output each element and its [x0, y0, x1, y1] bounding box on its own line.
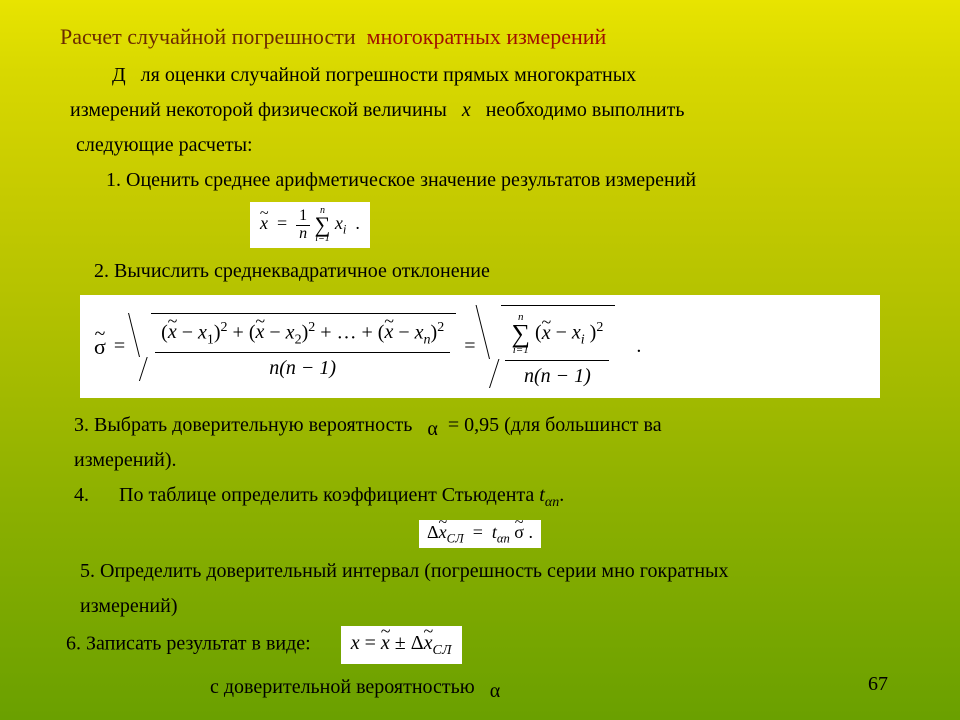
f2-sqrt1-body: (x − x1)2 + (x − x2)2 + … + (x − xn)2 n(… [151, 313, 456, 381]
f2-frac2-num: n ∑ i=1 (x − xi )2 [505, 310, 609, 361]
f1-tail: . [355, 213, 360, 233]
f2-frac2: n ∑ i=1 (x − xi )2 n(n − 1) [505, 310, 609, 388]
f2-frac2-den: n(n − 1) [505, 361, 609, 388]
f4-tail: . [528, 522, 533, 542]
intro-l1c: кратных [565, 64, 636, 86]
item6-line2: с доверительной вероятностью α [210, 672, 900, 703]
intro-l2a: измерений некоторой физической величины [70, 99, 447, 121]
f2-lhs: σ [94, 334, 106, 360]
item5-line1: 5. Определить доверительный интервал (по… [80, 556, 900, 587]
item6-line1: 6. Записать результат в виде: x = x ± Δx… [66, 626, 900, 664]
intro-d: Д [112, 64, 126, 86]
f2-sqrt2-body: n ∑ i=1 (x − xi )2 n(n − 1) [501, 305, 615, 388]
alpha-symbol: α [427, 418, 437, 440]
item4-formula-row: ΔxСЛ = tαn σ . [60, 520, 900, 549]
f2-sum: n ∑ i=1 [511, 312, 530, 356]
f1-frac: 1 n [296, 208, 310, 243]
item3-line1: 3. Выбрать доверительную вероятность α =… [74, 410, 900, 441]
item5-ta: 5. Определить доверительный интервал (по… [80, 560, 635, 582]
f2-frac1: (x − x1)2 + (x − x2)2 + … + (x − xn)2 n(… [155, 318, 450, 381]
f2-tail: . [636, 335, 641, 358]
f2-frac1-num: (x − x1)2 + (x − x2)2 + … + (x − xn)2 [155, 318, 450, 354]
f4-lsub: СЛ [447, 531, 464, 545]
item3-tc: ва [644, 414, 662, 436]
title-part2: многократных измерений [367, 24, 607, 49]
f4-sigma: σ [514, 522, 524, 543]
item4-formula: ΔxСЛ = tαn σ . [419, 520, 541, 549]
item2-t: 2. Вычислить среднеквадратичное отклонен… [94, 260, 490, 282]
item1-tb: рений [645, 169, 696, 191]
f2-sqrt2: n ∑ i=1 (x − xi )2 n(n − 1) [483, 305, 615, 388]
item4-ta: 4. [74, 484, 89, 506]
intro-line2: измерений некоторой физической величины … [70, 95, 900, 126]
item3-l2: измерений). [74, 449, 177, 471]
item1-text: 1. Оценить среднее арифметическое значен… [82, 165, 900, 196]
item5-tb: гократных [640, 560, 729, 582]
item2-text: 2. Вычислить среднеквадратичное отклонен… [94, 256, 900, 287]
alpha-symbol-2: α [490, 680, 500, 702]
f1-body: xi [335, 213, 347, 233]
item1-ta: 1. Оценить среднее арифметическое значен… [106, 169, 645, 191]
item4-tb: По таблице определить коэффициент Стьюде… [119, 484, 539, 506]
slide-title: Расчет случайной погрешности многократны… [60, 24, 900, 50]
f2-frac1-den: n(n − 1) [155, 353, 450, 380]
f1-sum-lo: i=1 [315, 234, 331, 244]
f1-lhs: x [260, 213, 268, 234]
f1-num: 1 [296, 208, 310, 226]
item4-text: 4. По таблице определить коэффициент Сть… [74, 480, 900, 514]
item5-line2: измерений) [80, 591, 900, 622]
sqrt-icon-2 [483, 305, 501, 388]
item1-formula-row: x = 1 n n ∑ i=1 xi . [250, 202, 900, 248]
student-sub: αn [545, 495, 559, 510]
var-x: x [462, 99, 471, 121]
slide: Расчет случайной погрешности многократны… [0, 0, 960, 720]
item3-ta: 3. Выбрать доверительную вероятность [74, 414, 412, 436]
intro-l2b: необходимо выполнить [486, 99, 685, 121]
item6-t: 6. Записать результат в виде: [66, 633, 311, 655]
item3-tb: = 0,95 (для большинст [448, 414, 639, 436]
item3-line2: измерений). [74, 445, 900, 476]
item5-l2: измерений) [80, 595, 178, 617]
f2-sqrt1: (x − x1)2 + (x − x2)2 + … + (x − xn)2 n(… [133, 313, 456, 381]
title-part1: Расчет случайной погрешности [60, 24, 356, 49]
sqrt-icon [133, 313, 151, 381]
item2-formula: σ = (x − x1)2 + (x − x2)2 + … + (x − xn)… [80, 295, 880, 398]
intro-line1: Д ля оценки случайной погрешности прямых… [70, 60, 900, 91]
f6-sub: СЛ [433, 643, 452, 658]
item6-formula: x = x ± ΔxСЛ [341, 626, 462, 664]
item1-formula: x = 1 n n ∑ i=1 xi . [250, 202, 370, 248]
page-number: 67 [868, 673, 888, 696]
intro-l3: следующие расчеты: [76, 134, 253, 156]
f1-sum: n ∑ i=1 [315, 206, 331, 244]
intro-line3: следующие расчеты: [76, 130, 900, 161]
item4-tail: . [559, 484, 564, 506]
f2-eq2: = [464, 335, 475, 358]
item6-l2a: с доверительной вероятностью [210, 676, 475, 698]
intro-l1b: ля оценки случайной погрешности прямых м… [141, 64, 566, 86]
f2-sum-lo: i=1 [511, 345, 530, 356]
f2-eq1: = [114, 335, 125, 358]
f1-den: n [296, 226, 310, 243]
f4-tsub: αn [497, 531, 510, 545]
